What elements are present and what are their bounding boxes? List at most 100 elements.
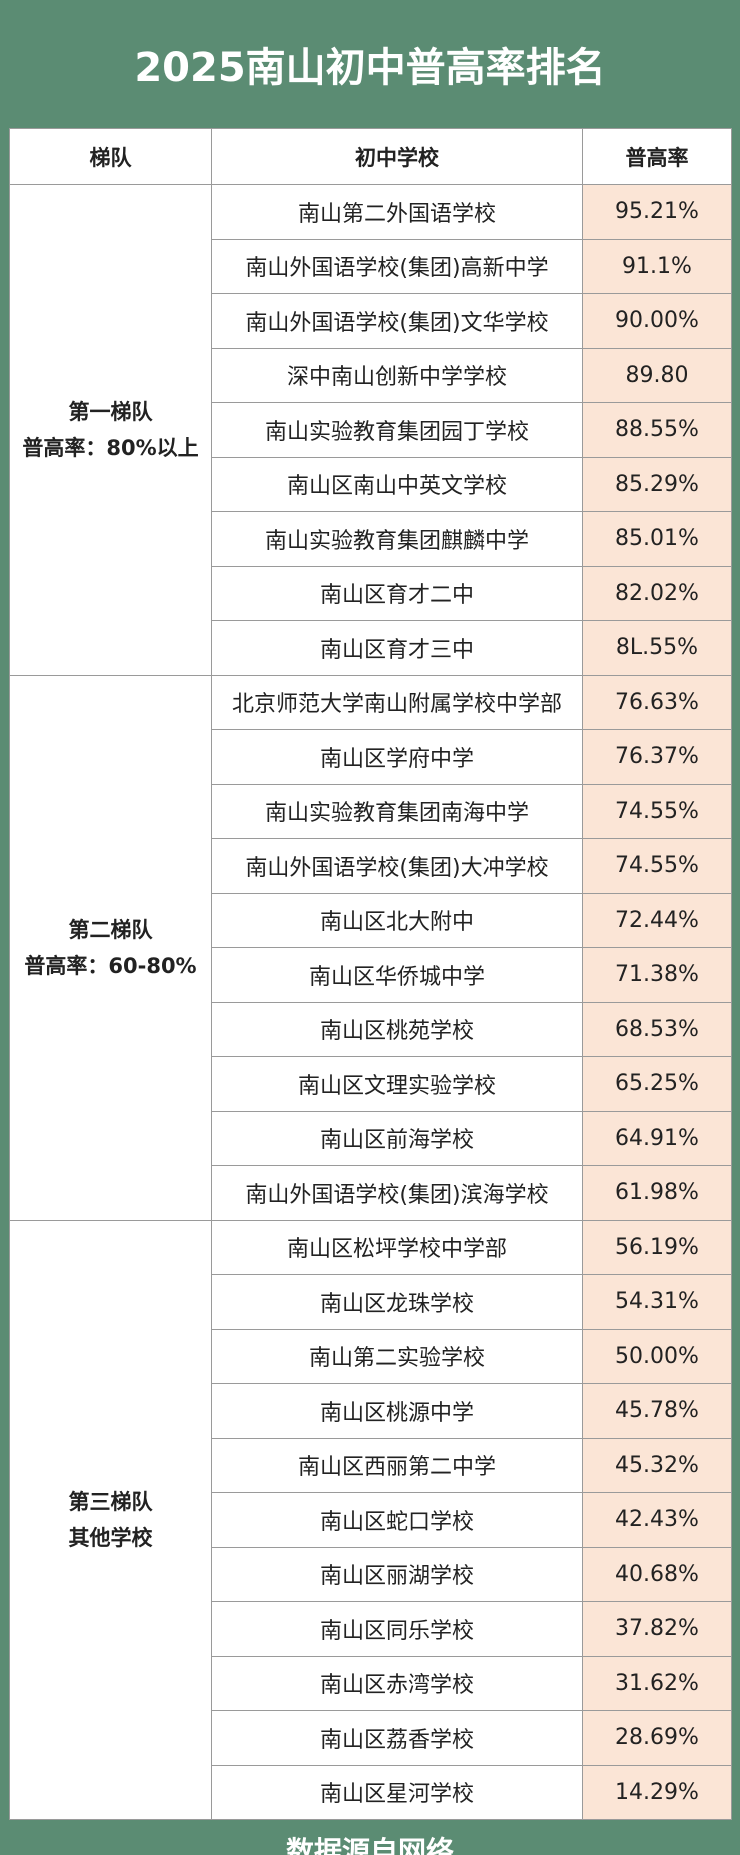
school-cell: 南山区北大附中 (211, 892, 583, 948)
tier-desc: 普高率：80%以上 (22, 435, 199, 460)
table-row: 第一梯队 普高率：80%以上 南山第二外国语学校 95.21% (9, 184, 732, 676)
school-cell: 南山外国语学校(集团)滨海学校 (211, 1165, 583, 1221)
rate-cell: 37.82% (582, 1601, 732, 1657)
rate-cell: 85.29% (582, 456, 732, 512)
school-cell: 南山区学府中学 (211, 729, 583, 785)
rate-cell: 45.78% (582, 1383, 732, 1439)
tier-name: 第三梯队 (68, 1489, 153, 1514)
title: 2025南山初中普高率排名 (134, 45, 606, 91)
tier-cell: 第二梯队普高率：60-80% (9, 674, 212, 1221)
tier-desc: 其他学校 (68, 1525, 153, 1550)
rate-cell: 45.32% (582, 1437, 732, 1493)
school-cell: 南山区松坪学校中学部 (211, 1219, 583, 1275)
school-cell: 北京师范大学南山附属学校中学部 (211, 674, 583, 730)
tier-name: 第二梯队 (68, 917, 153, 942)
rate-cell: 65.25% (582, 1056, 732, 1112)
school-cell: 南山外国语学校(集团)高新中学 (211, 238, 583, 294)
rate-cell: 68.53% (582, 1001, 732, 1057)
table-body: 第一梯队 普高率：80%以上 南山第二外国语学校 95.21% 南山外国语学校(集团)高… (9, 184, 732, 1820)
rate-cell: 56.19% (582, 1219, 732, 1275)
school-cell: 南山区桃源中学 (211, 1383, 583, 1439)
table-row: 南山区蛇口学校 42.43% (10, 1492, 732, 1548)
rate-cell: 91.1% (582, 238, 732, 294)
table-row: 南山区前海学校 64.91% (10, 1110, 732, 1166)
school-cell: 深中南山创新中学学校 (211, 347, 583, 403)
header-cell: 初中学校 (211, 128, 583, 185)
table-row: 南山区桃苑学校 68.53% (10, 1001, 732, 1057)
school-cell: 南山区文理实验学校 (211, 1056, 583, 1112)
school-cell: 南山区南山中英文学校 (211, 456, 583, 512)
footer: 数据源自网络 (285, 1835, 454, 1855)
table-row: 南山区文理实验学校 65.25% (10, 1056, 732, 1112)
school-cell: 南山区华侨城中学 (211, 947, 583, 1003)
table-row: 南山区育才二中 82.02% (10, 565, 732, 621)
school-cell: 南山区星河学校 (211, 1764, 583, 1820)
table-row: 南山区龙珠学校 54.31% (10, 1274, 732, 1330)
rate-cell: 28.69% (582, 1710, 732, 1766)
rate-cell: 42.43% (582, 1492, 732, 1548)
table-row: 南山实验教育集团园丁学校 88.55% (10, 402, 732, 458)
school-cell: 南山外国语学校(集团)大冲学校 (211, 838, 583, 894)
table-row: 南山区育才三中 8L.55% (10, 620, 732, 676)
table-row: 南山区荔香学校 28.69% (10, 1710, 732, 1766)
header-row: 梯队 初中学校 普高率 (9, 128, 732, 185)
rate-cell: 40.68% (582, 1546, 732, 1602)
rate-cell: 31.62% (582, 1655, 732, 1711)
rate-cell: 54.31% (582, 1274, 732, 1330)
rate-cell: 8L.55% (582, 620, 732, 676)
school-cell: 南山第二实验学校 (211, 1328, 583, 1384)
table-row: 南山区北大附中 72.44% (10, 892, 732, 948)
table-row: 南山外国语学校(集团)文华学校 90.00% (10, 293, 732, 349)
school-cell: 南山实验教育集团麒麟中学 (211, 511, 583, 567)
rate-cell: 64.91% (582, 1110, 732, 1166)
school-cell: 南山外国语学校(集团)文华学校 (211, 293, 583, 349)
rate-cell: 90.00% (582, 293, 732, 349)
rate-cell: 61.98% (582, 1165, 732, 1221)
school-cell: 南山第二外国语学校 (211, 184, 583, 240)
school-cell: 南山区蛇口学校 (211, 1492, 583, 1548)
rate-cell: 76.37% (582, 729, 732, 785)
tier-desc: 普高率：60-80% (24, 953, 197, 978)
table-row: 南山区丽湖学校 40.68% (10, 1546, 732, 1602)
table-row: 南山第二实验学校 50.00% (10, 1328, 732, 1384)
school-cell: 南山区育才三中 (211, 620, 583, 676)
table-row: 第二梯队 普高率：60-80% 北京师范大学南山附属学校中学部 76.63% (9, 674, 732, 1221)
school-cell: 南山区育才二中 (211, 565, 583, 621)
tier-name: 第一梯队 (68, 399, 153, 424)
tier-cell: 第一梯队普高率：80%以上 (9, 184, 212, 676)
rate-cell: 88.55% (582, 402, 732, 458)
rate-cell: 71.38% (582, 947, 732, 1003)
school-cell: 南山区同乐学校 (211, 1601, 583, 1657)
rate-cell: 50.00% (582, 1328, 732, 1384)
table-row: 第三梯队其他学校 南山区松坪学校中学部 56.19% (9, 1219, 732, 1820)
rate-cell: 95.21% (582, 184, 732, 240)
rate-cell: 82.02% (582, 565, 732, 621)
school-cell: 南山区前海学校 (211, 1110, 583, 1166)
school-cell: 南山区丽湖学校 (211, 1546, 583, 1602)
table-row: 南山外国语学校(集团)滨海学校 61.98% (10, 1165, 732, 1221)
table-row: 南山区桃源中学 45.78% (10, 1383, 732, 1439)
table-row: 南山区西丽第二中学 45.32% (10, 1437, 732, 1493)
rate-cell: 74.55% (582, 838, 732, 894)
school-cell: 南山实验教育集团南海中学 (211, 783, 583, 839)
table-row: 南山区星河学校 14.29% (10, 1764, 732, 1820)
rate-cell: 72.44% (582, 892, 732, 948)
school-cell: 南山区桃苑学校 (211, 1001, 583, 1057)
table-row: 南山区华侨城中学 71.38% (10, 947, 732, 1003)
ranking-table: 梯队 初中学校 普高率 第一梯队 普高率：80%以上 南山第二外国语学校 95.21%… (9, 128, 732, 1820)
rate-cell: 89.80 (582, 347, 732, 403)
school-cell: 南山区荔香学校 (211, 1710, 583, 1766)
rate-cell: 85.01% (582, 511, 732, 567)
rate-cell: 76.63% (582, 674, 732, 730)
rate-cell: 74.55% (582, 783, 732, 839)
header-cell: 梯队 (9, 128, 212, 185)
school-cell: 南山实验教育集团园丁学校 (211, 402, 583, 458)
table-row: 南山区赤湾学校 31.62% (10, 1655, 732, 1711)
table-row: 南山区南山中英文学校 85.29% (10, 456, 732, 512)
table-row: 南山实验教育集团麒麟中学 85.01% (10, 511, 732, 567)
table-row: 深中南山创新中学学校 89.80 (10, 347, 732, 403)
school-cell: 南山区赤湾学校 (211, 1655, 583, 1711)
